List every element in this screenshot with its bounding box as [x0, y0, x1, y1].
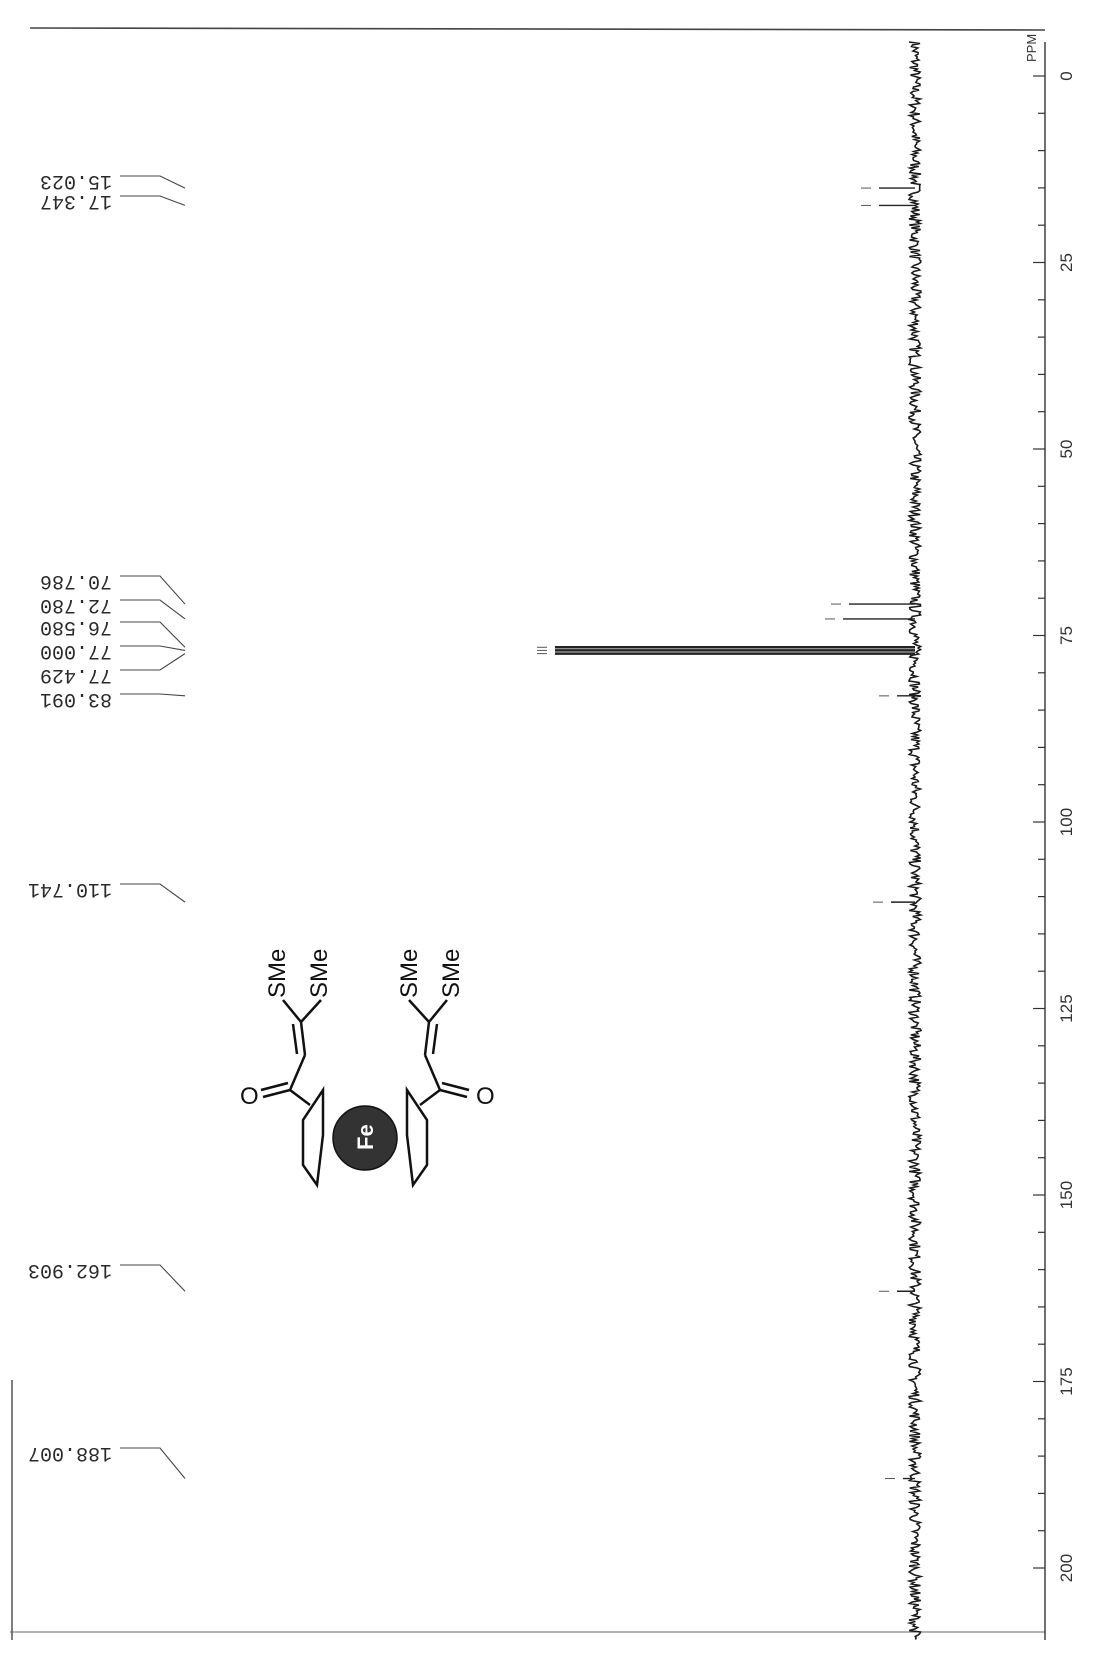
- peak-label: 76.580: [40, 615, 112, 638]
- upper-ketene-arm: O SMe SMe: [240, 949, 333, 1110]
- upper-cp-ring: [301, 1085, 325, 1189]
- peak-label-leader: [120, 599, 186, 620]
- peak-label: 15.023: [40, 169, 112, 192]
- iron-label: Fe: [353, 1124, 378, 1150]
- bond-ch-2: [423, 1054, 442, 1091]
- peak-label: 77.000: [40, 639, 112, 662]
- tick-label: 50: [1057, 440, 1076, 459]
- axis-ticks: 0 25 50 75 100 125 150 175 200: [1033, 71, 1076, 1582]
- bond-ring-carbonyl-2: [419, 1089, 441, 1106]
- peak-label: 72.780: [40, 593, 112, 616]
- top-frame-line: [29, 27, 1046, 31]
- carbonyl-oxygen-1: O: [240, 1083, 259, 1110]
- ferrocene-unit: Fe: [301, 1085, 429, 1189]
- peak-label-leader: [120, 883, 186, 903]
- baseline-noise-trace: [906, 41, 924, 1640]
- peak-label-leader: [120, 575, 186, 605]
- peak-label-leader: [120, 653, 186, 671]
- bond-co-2: [439, 1088, 468, 1099]
- peak-label: 83.091: [40, 687, 112, 710]
- peak-label: 188.007: [28, 1441, 112, 1464]
- spectrum-trace: [906, 41, 924, 1640]
- tick-label: 0: [1057, 71, 1076, 80]
- tick-label: 150: [1057, 1181, 1076, 1209]
- peak-label: 77.429: [40, 663, 112, 686]
- ppm-axis: PPM: [1024, 34, 1046, 1640]
- bond-cs-1a: [282, 999, 302, 1023]
- tick-label: 25: [1057, 253, 1076, 272]
- tick-label: 175: [1057, 1367, 1076, 1395]
- peak-label: 110.741: [28, 877, 112, 900]
- bond-co-2b: [441, 1081, 470, 1092]
- sme-group-2: SMe: [306, 949, 333, 998]
- sme-group-4: SMe: [438, 949, 465, 998]
- spectrum-peaks: [537, 187, 915, 1480]
- bond-cc-double-2b: [431, 1023, 439, 1055]
- sme-group-1: SMe: [264, 949, 291, 998]
- peak-label: 70.786: [40, 569, 112, 592]
- peak-label-leader: [120, 195, 186, 206]
- peak-label-leader: [120, 1264, 186, 1292]
- peak-label-leader: [120, 621, 186, 648]
- chemical-structure: Fe O SMe SMe O: [240, 949, 495, 1189]
- bond-cs-1b: [300, 999, 322, 1023]
- tick-label: 125: [1057, 994, 1076, 1022]
- sme-group-3: SMe: [396, 949, 423, 998]
- bond-cc-double-2: [423, 1021, 431, 1056]
- tick-label: 200: [1057, 1554, 1076, 1582]
- bond-co-1: [262, 1088, 291, 1099]
- peak-label-leader: [120, 693, 186, 697]
- tick-label: 100: [1057, 808, 1076, 836]
- iron-atom-sphere: [332, 1105, 398, 1171]
- axis-unit-label: PPM: [1024, 34, 1039, 62]
- lower-cp-ring: [405, 1085, 429, 1189]
- bond-cs-2b: [408, 999, 430, 1023]
- peak-label: 17.347: [40, 189, 112, 212]
- bond-cc-double-1: [299, 1021, 307, 1056]
- lower-ketene-arm: O SMe SMe: [396, 949, 495, 1110]
- bond-ch-1: [288, 1054, 307, 1091]
- carbonyl-oxygen-2: O: [476, 1083, 495, 1110]
- peak-label: 162.903: [28, 1258, 112, 1281]
- peak-label-leader: [120, 645, 186, 651]
- peak-label-leader: [120, 1447, 186, 1479]
- bond-cc-double-1b: [291, 1023, 299, 1055]
- bond-cs-2a: [428, 999, 448, 1023]
- bond-ring-carbonyl-1: [289, 1089, 311, 1106]
- peak-label-leader: [120, 175, 186, 189]
- bond-co-1b: [260, 1081, 289, 1092]
- tick-label: 75: [1057, 626, 1076, 645]
